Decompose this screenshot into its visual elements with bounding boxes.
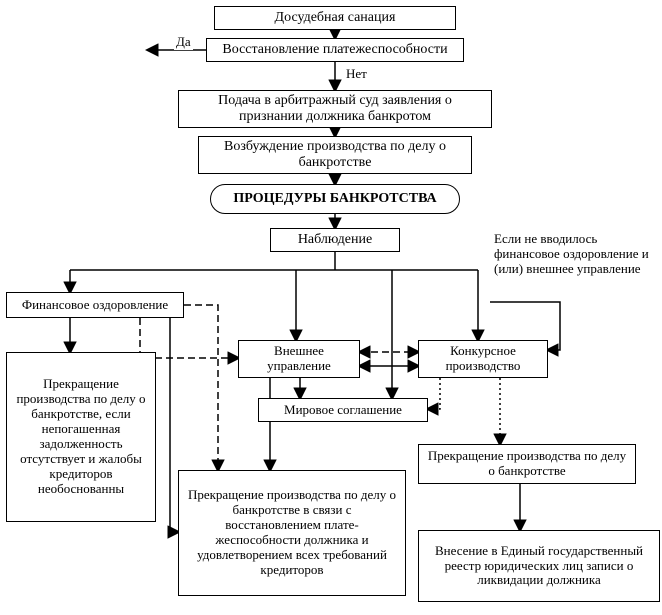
node-nablyudenie: Наблюдение [270, 228, 400, 252]
node-dosudebnaya: Досудебная санация [214, 6, 456, 30]
edge-e_9_10d [428, 378, 440, 409]
node-vosstanovlenie: Восстановление платежеспособности [206, 38, 464, 62]
node-prekr-2: Прекращение производства по делу о банкр… [178, 470, 406, 596]
label-net: Нет [344, 66, 369, 82]
node-fin-ozdorovlenie: Финансовое оздоровление [6, 292, 184, 318]
node-prekr-1: Прекращение производства по делу о банкр… [6, 352, 156, 522]
node-vneshnee: Внешнее управление [238, 340, 360, 378]
label-cond: Если не вводилось финансовое оздоровлени… [492, 232, 660, 277]
node-konkursnoe: Конкурсное производство [418, 340, 548, 378]
node-podacha: Подача в арбитражный суд заявления о при… [178, 90, 492, 128]
node-mirovoe: Мировое соглашение [258, 398, 428, 422]
label-da: Да [174, 34, 193, 50]
node-prekr-3: Прекращение производства по делу о банкр… [418, 444, 636, 484]
node-vnesenie: Внесение в Единый государствен­ный реест… [418, 530, 660, 602]
node-vozbuzhdenie: Возбуждение производства по делу о банкр… [198, 136, 472, 174]
edge-e_7_12x [184, 305, 218, 470]
edge-e_7_12d [170, 318, 178, 532]
node-procedury: ПРОЦЕДУРЫ БАНКРОТСТВА [210, 184, 460, 214]
